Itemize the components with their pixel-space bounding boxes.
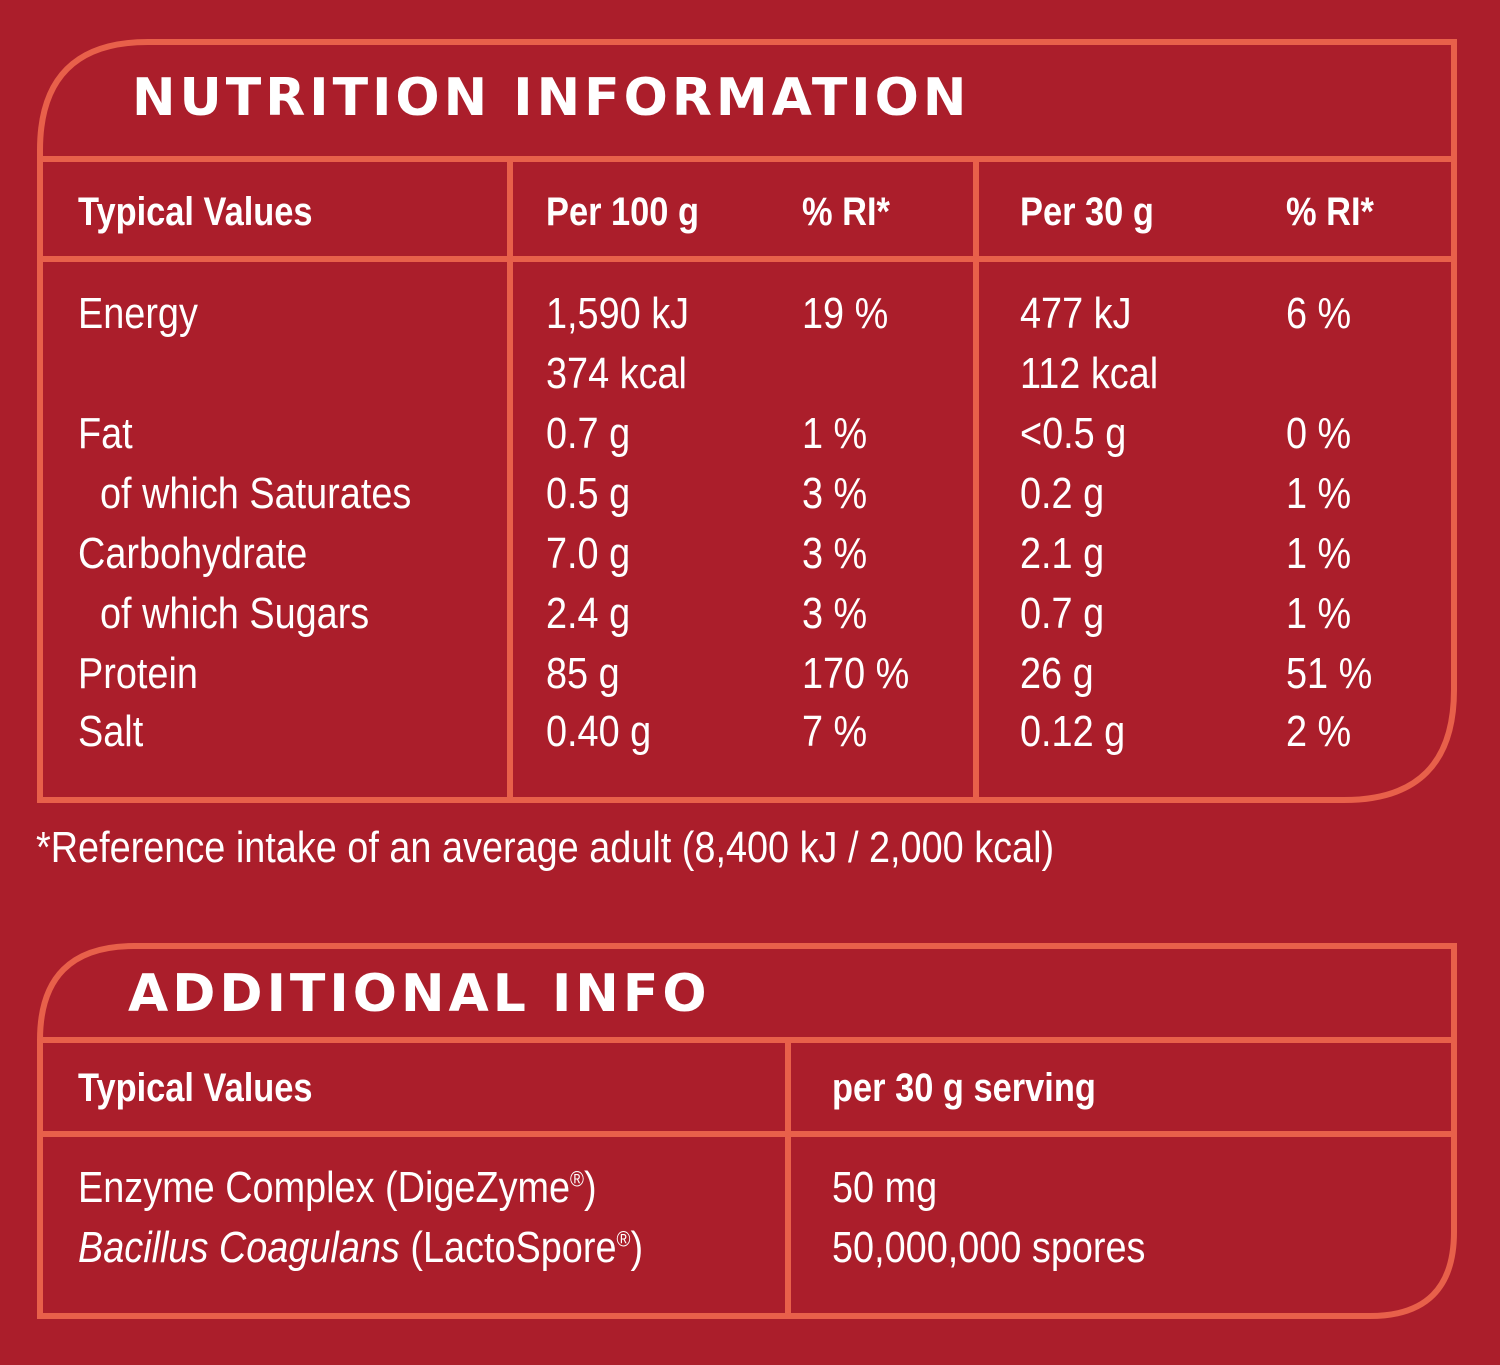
additional-header-serving: per 30 g serving [832,1066,1096,1110]
salt-ri30: 2 % [1286,707,1352,756]
carbohydrate-ri100: 3 % [802,529,868,578]
energy-per30-kj: 477 kJ [1020,289,1132,338]
enzyme-complex-value: 50 mg [832,1163,938,1212]
enzyme-complex-close: ) [584,1163,597,1212]
fat-per30: <0.5 g [1020,409,1127,458]
salt-per100: 0.40 g [546,707,652,756]
protein-ri100: 170 % [802,649,910,698]
sugars-ri100: 3 % [802,589,868,638]
fat-ri100: 1 % [802,409,868,458]
registered-mark: ® [570,1166,585,1192]
row-name-salt: Salt [78,707,144,756]
additional-title: ADDITIONAL INFO [128,964,711,1024]
energy-per30-kcal: 112 kcal [1020,349,1159,398]
energy-per100-kj: 1,590 kJ [546,289,690,338]
sugars-per100: 2.4 g [546,589,631,638]
fat-ri30: 0 % [1286,409,1352,458]
row-name-protein: Protein [78,649,198,698]
header-ri-100g: % RI* [802,190,890,234]
saturates-ri30: 1 % [1286,469,1352,518]
row-name-saturates: of which Saturates [100,469,412,518]
additional-header-typical: Typical Values [78,1066,313,1110]
carbohydrate-per100: 7.0 g [546,529,631,578]
nutrition-title: NUTRITION INFORMATION [132,68,971,128]
energy-per100-kcal: 374 kcal [546,349,687,398]
bacillus-coagulans-value: 50,000,000 spores [832,1223,1146,1272]
protein-per30: 26 g [1020,649,1094,698]
header-per-30g: Per 30 g [1020,190,1154,234]
enzyme-complex-name: Enzyme Complex (DigeZyme®) [78,1166,597,1210]
row-name-energy: Energy [78,289,198,338]
header-ri-30g: % RI* [1286,190,1374,234]
lactospore-close: ) [630,1223,644,1272]
protein-per100: 85 g [546,649,620,698]
lactospore-label: (LactoSpore [399,1223,617,1272]
enzyme-complex-label: Enzyme Complex (DigeZyme [78,1163,571,1212]
fat-per100: 0.7 g [546,409,631,458]
header-typical-values: Typical Values [78,190,313,234]
salt-ri100: 7 % [802,707,868,756]
nutrition-frame [37,39,1457,803]
salt-per30: 0.12 g [1020,707,1126,756]
carbohydrate-per30: 2.1 g [1020,529,1105,578]
protein-ri30: 51 % [1286,649,1373,698]
registered-mark: ® [616,1226,631,1252]
row-name-carbohydrate: Carbohydrate [78,529,308,578]
carbohydrate-ri30: 1 % [1286,529,1352,578]
bacillus-coagulans-name: Bacillus Coagulans (LactoSpore®) [78,1226,643,1270]
row-name-sugars: of which Sugars [100,589,370,638]
header-per-100g: Per 100 g [546,190,699,234]
sugars-per30: 0.7 g [1020,589,1105,638]
energy-ri30: 6 % [1286,289,1352,338]
bacillus-coagulans-italic: Bacillus Coagulans [78,1223,400,1272]
nutrition-frame-border [37,39,1457,803]
sugars-ri30: 1 % [1286,589,1352,638]
energy-ri100: 19 % [802,289,889,338]
row-name-fat: Fat [78,409,133,458]
saturates-per30: 0.2 g [1020,469,1105,518]
saturates-per100: 0.5 g [546,469,631,518]
reference-footnote: *Reference intake of an average adult (8… [36,823,1055,872]
saturates-ri100: 3 % [802,469,868,518]
